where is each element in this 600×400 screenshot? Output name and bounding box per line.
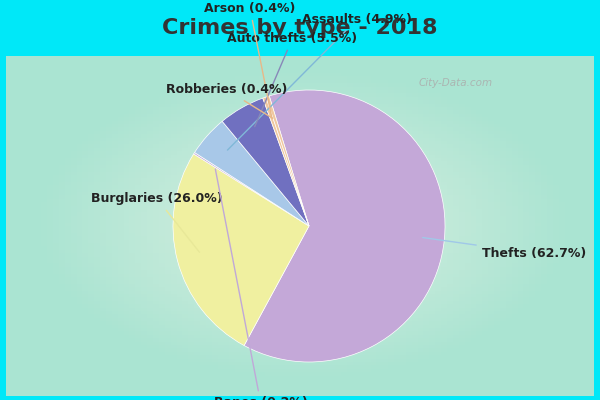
Wedge shape (173, 154, 309, 346)
Text: Burglaries (26.0%): Burglaries (26.0%) (91, 192, 223, 252)
Wedge shape (263, 97, 309, 226)
Text: Auto thefts (5.5%): Auto thefts (5.5%) (227, 32, 358, 127)
Wedge shape (194, 152, 309, 226)
Text: Robberies (0.4%): Robberies (0.4%) (166, 84, 287, 118)
Text: Crimes by type - 2018: Crimes by type - 2018 (162, 18, 438, 38)
Wedge shape (222, 98, 309, 226)
Wedge shape (244, 90, 445, 362)
Text: Assaults (4.9%): Assaults (4.9%) (227, 13, 412, 150)
Wedge shape (266, 96, 309, 226)
Text: City-Data.com: City-Data.com (418, 78, 493, 88)
Text: Thefts (62.7%): Thefts (62.7%) (423, 238, 586, 260)
Text: Rapes (0.2%): Rapes (0.2%) (214, 169, 308, 400)
Text: Arson (0.4%): Arson (0.4%) (204, 2, 296, 118)
Wedge shape (194, 121, 309, 226)
